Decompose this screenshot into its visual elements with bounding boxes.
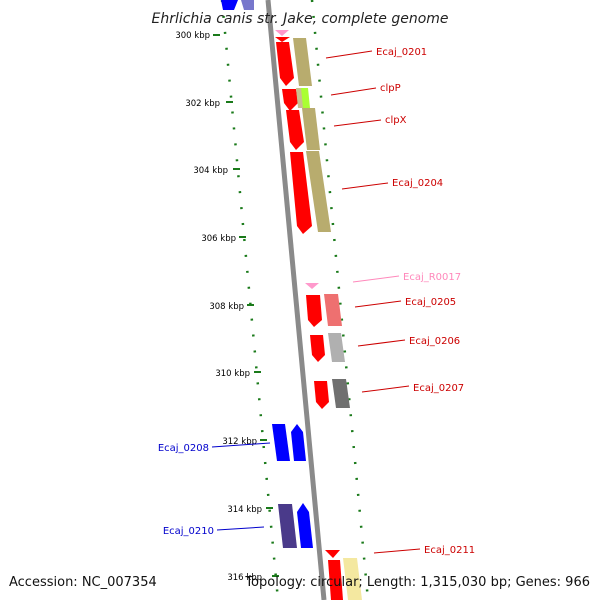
kbp-tick-label: 308 kbp <box>209 302 244 312</box>
kbp-tick-label: 312 kbp <box>222 437 257 447</box>
cds-ecaj-0206[interactable] <box>310 335 325 362</box>
rna-ecaj-r0017[interactable] <box>305 283 319 289</box>
accession-text: Accession: NC_007354 <box>9 575 157 590</box>
cds-ecaj-0211[interactable] <box>325 550 340 558</box>
cds-ecaj-0204-homolog[interactable] <box>306 151 331 232</box>
kbp-tick-label: 310 kbp <box>215 369 250 379</box>
cds-ecaj-0208-b[interactable] <box>291 424 306 461</box>
kbp-ticks: 300 kbp 302 kbp 304 kbp 306 kbp 308 kbp … <box>175 31 279 583</box>
gene-label-ecaj-0210[interactable]: Ecaj_0210 <box>163 526 214 537</box>
gene-label-clpp[interactable]: clpP <box>380 83 401 94</box>
cds-ecaj-0208[interactable] <box>272 424 290 461</box>
reverse-features <box>272 424 313 548</box>
kbp-tick-label: 306 kbp <box>201 234 236 244</box>
cds-ecaj-0210[interactable] <box>278 504 297 548</box>
cds-clpx-homolog[interactable] <box>302 108 320 150</box>
gene-label-clpx[interactable]: clpX <box>385 115 407 126</box>
cds-ecaj-0211-homolog[interactable] <box>343 558 362 600</box>
gene-label-ecaj-0205[interactable]: Ecaj_0205 <box>405 297 456 308</box>
top-partial-features <box>221 0 254 10</box>
cds-clpp[interactable] <box>282 89 298 111</box>
rna-feature-top[interactable] <box>275 30 289 36</box>
forward-cds-0200[interactable] <box>275 37 290 42</box>
gene-label-ecaj-0206[interactable]: Ecaj_0206 <box>409 336 460 347</box>
kbp-tick-label: 300 kbp <box>175 31 210 41</box>
gene-label-ecaj-r0017[interactable]: Ecaj_R0017 <box>403 272 461 283</box>
cds-ecaj-0207[interactable] <box>314 381 329 409</box>
gene-labels: Ecaj_0201 clpP clpX Ecaj_0204 Ecaj_R0017… <box>158 47 475 556</box>
cds-ecaj-0206-homolog[interactable] <box>328 333 345 362</box>
cds-ecaj-0205[interactable] <box>306 295 322 327</box>
forward-features <box>276 38 362 600</box>
gene-label-ecaj-0211[interactable]: Ecaj_0211 <box>424 545 475 556</box>
gene-label-ecaj-0207[interactable]: Ecaj_0207 <box>413 383 464 394</box>
cds-ecaj-0210-b[interactable] <box>297 503 313 548</box>
cds-ecaj-0204[interactable] <box>290 152 312 234</box>
cds-ecaj-0205-homolog[interactable] <box>324 294 342 326</box>
cds-ecaj-0211-body[interactable] <box>328 560 343 600</box>
cds-ecaj-0201[interactable] <box>276 42 294 86</box>
map-title: Ehrlichia canis str. Jake, complete geno… <box>151 11 448 27</box>
kbp-tick-label: 316 kbp <box>227 573 262 583</box>
gene-label-ecaj-0201[interactable]: Ecaj_0201 <box>376 47 427 58</box>
gene-label-ecaj-0208[interactable]: Ecaj_0208 <box>158 443 209 454</box>
cds-clpp-homolog-b[interactable] <box>296 88 303 108</box>
cds-clpx[interactable] <box>286 110 304 150</box>
cds-ecaj-0201-homolog[interactable] <box>293 38 312 86</box>
genome-summary-text: Topology: circular; Length: 1,315,030 bp… <box>244 575 590 590</box>
kbp-tick-label: 304 kbp <box>193 166 228 176</box>
gene-label-ecaj-0204[interactable]: Ecaj_0204 <box>392 178 443 189</box>
kbp-tick-label: 302 kbp <box>185 99 220 109</box>
genome-backbone <box>265 0 327 600</box>
cds-ecaj-0207-homolog[interactable] <box>332 379 350 408</box>
kbp-tick-label: 314 kbp <box>227 505 262 515</box>
